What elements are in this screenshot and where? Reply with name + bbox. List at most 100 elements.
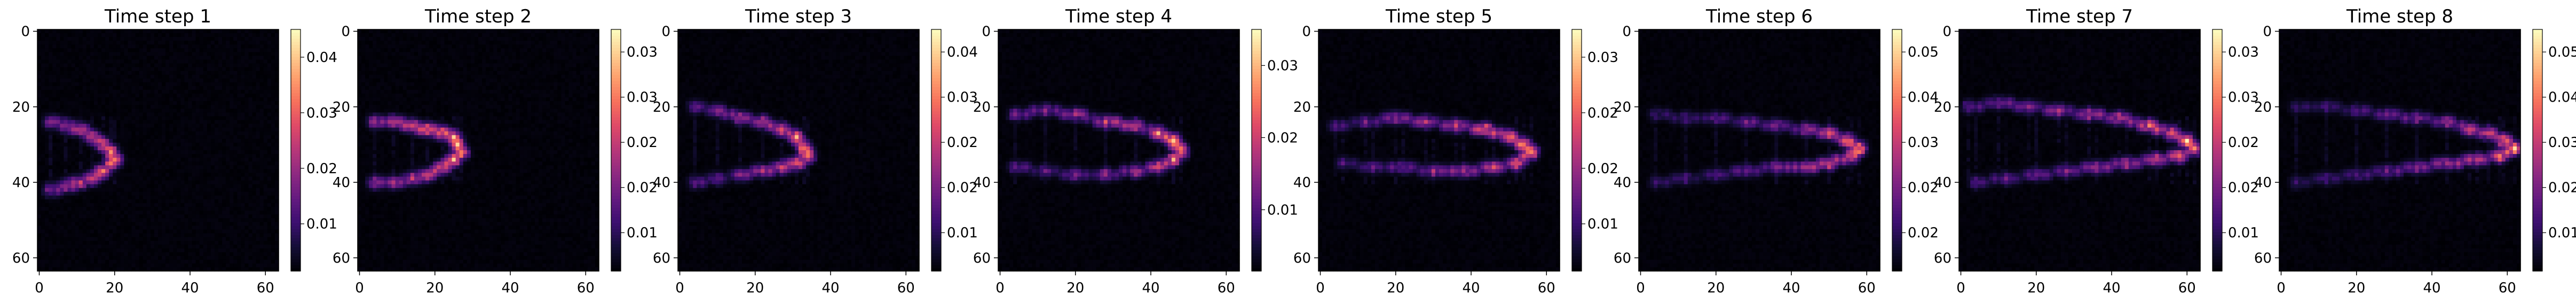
panel-title: Time step 7 [2026, 6, 2133, 27]
y-tick-label: 60 [12, 250, 30, 266]
x-tick-label: 40 [1462, 280, 1480, 296]
y-tick-label: 20 [1934, 99, 1951, 115]
colorbar [2533, 29, 2542, 272]
x-tick-label: 40 [2423, 280, 2440, 296]
y-tick-label: 60 [1293, 250, 1311, 266]
x-tick-label: 20 [746, 280, 764, 296]
panel-title: Time step 5 [1385, 6, 1492, 27]
panel-7: Time step 70 20 40 6002040600.010.020.020.0… [1934, 6, 2259, 296]
colorbar-tick-label: 0.03 [2228, 44, 2259, 60]
colorbar-tick-label: 0.04 [947, 44, 978, 60]
colorbar [931, 29, 941, 272]
y-tick-label: 40 [12, 175, 30, 191]
colorbar-tick-label: 0.01 [627, 225, 658, 241]
colorbar-tick-label: 0.01 [2548, 225, 2576, 241]
x-tick-label: 60 [257, 280, 274, 296]
colorbar-tick-label: 0.04 [2548, 90, 2576, 106]
x-tick-label: 20 [1387, 280, 1404, 296]
heatmap-image [358, 29, 599, 272]
x-tick-label: 20 [426, 280, 444, 296]
x-tick-label: 40 [2103, 280, 2120, 296]
colorbar-tick-label: 0.03 [2548, 135, 2576, 151]
colorbar [611, 29, 621, 272]
y-tick-label: 60 [1934, 250, 1951, 266]
panel-title: Time step 1 [104, 6, 211, 27]
panel-title: Time step 6 [1705, 6, 1813, 27]
heatmap-image [678, 29, 920, 272]
y-tick-label: 20 [653, 99, 670, 115]
y-tick-label: 0 [1942, 24, 1951, 40]
x-tick-label: 60 [1218, 280, 1235, 296]
colorbar-tick-label: 0.03 [1908, 135, 1939, 151]
colorbar-tick-label: 0.02 [947, 135, 978, 151]
y-tick-label: 40 [653, 175, 670, 191]
colorbar-tick-label: 0.01 [1587, 217, 1618, 233]
colorbar-tick-label: 0.02 [1267, 130, 1298, 146]
panel-6: Time step 60 20 40 6002040600.020.020.030.0… [1614, 6, 1939, 296]
heatmap-image [1318, 29, 1560, 272]
y-tick-label: 60 [653, 250, 670, 266]
y-tick-label: 20 [2254, 99, 2272, 115]
y-tick-label: 20 [973, 99, 991, 115]
x-tick-label: 60 [1858, 280, 1876, 296]
colorbar [1572, 29, 1582, 272]
y-tick-label: 60 [973, 250, 991, 266]
colorbar-tick-label: 0.01 [2228, 225, 2259, 241]
y-tick-label: 60 [333, 250, 350, 266]
colorbar-tick-label: 0.04 [306, 50, 337, 66]
x-tick-label: 40 [1142, 280, 1159, 296]
panel-title: Time step 3 [745, 6, 852, 27]
y-tick-label: 40 [973, 175, 991, 191]
colorbar [1892, 29, 1902, 272]
colorbar-tick-label: 0.02 [1908, 225, 1939, 241]
y-tick-label: 40 [1293, 175, 1311, 191]
heatmap-image [2279, 29, 2521, 272]
panel-1: Time step 10 20 40 6002040600.010.020.030.0… [12, 6, 337, 296]
x-tick-label: 0 [675, 280, 684, 296]
colorbar-tick-label: 0.05 [2548, 44, 2576, 60]
colorbar-tick-label: 0.03 [627, 44, 658, 60]
y-tick-label: 60 [1614, 250, 1631, 266]
colorbar-tick-label: 0.01 [306, 217, 337, 233]
x-tick-label: 60 [1538, 280, 1555, 296]
y-tick-label: 0 [1302, 24, 1311, 40]
heatmap-image [1959, 29, 2201, 272]
y-tick-label: 20 [333, 99, 350, 115]
panel-8: Time step 80 20 40 6002040600.010.020.030.0… [2254, 6, 2576, 296]
x-tick-label: 20 [1066, 280, 1084, 296]
heatmap-image [1639, 29, 1880, 272]
y-tick-label: 40 [1614, 175, 1631, 191]
colorbar-tick-label: 0.01 [1267, 202, 1298, 218]
x-tick-label: 0 [1636, 280, 1645, 296]
x-tick-label: 0 [995, 280, 1005, 296]
y-tick-label: 20 [1293, 99, 1311, 115]
y-tick-label: 0 [341, 24, 350, 40]
y-tick-label: 0 [2263, 24, 2272, 40]
panel-3: Time step 30 20 40 6002040600.010.020.020.0… [653, 6, 978, 296]
y-tick-label: 0 [982, 24, 991, 40]
panel-5: Time step 50 20 40 6002040600.010.020.020.0… [1293, 6, 1618, 296]
panel-title: Time step 4 [1065, 6, 1172, 27]
colorbar-tick-label: 0.03 [1267, 58, 1298, 74]
y-tick-label: 0 [21, 24, 30, 40]
heatmap-image [37, 29, 279, 272]
x-tick-label: 60 [897, 280, 915, 296]
y-tick-label: 20 [12, 99, 30, 115]
colorbar [2212, 29, 2222, 272]
colorbar [291, 29, 301, 272]
panel-title: Time step 8 [2346, 6, 2453, 27]
x-tick-label: 40 [501, 280, 519, 296]
x-tick-label: 0 [2277, 280, 2286, 296]
x-tick-label: 60 [577, 280, 595, 296]
x-tick-label: 20 [2027, 280, 2045, 296]
x-tick-label: 60 [2178, 280, 2196, 296]
x-tick-label: 40 [1782, 280, 1800, 296]
y-tick-label: 0 [1622, 24, 1631, 40]
x-tick-label: 0 [1316, 280, 1325, 296]
x-tick-label: 20 [106, 280, 123, 296]
y-tick-label: 60 [2254, 250, 2272, 266]
colorbar-tick-label: 0.02 [2228, 135, 2259, 151]
colorbar-tick-label: 0.05 [1908, 44, 1939, 60]
